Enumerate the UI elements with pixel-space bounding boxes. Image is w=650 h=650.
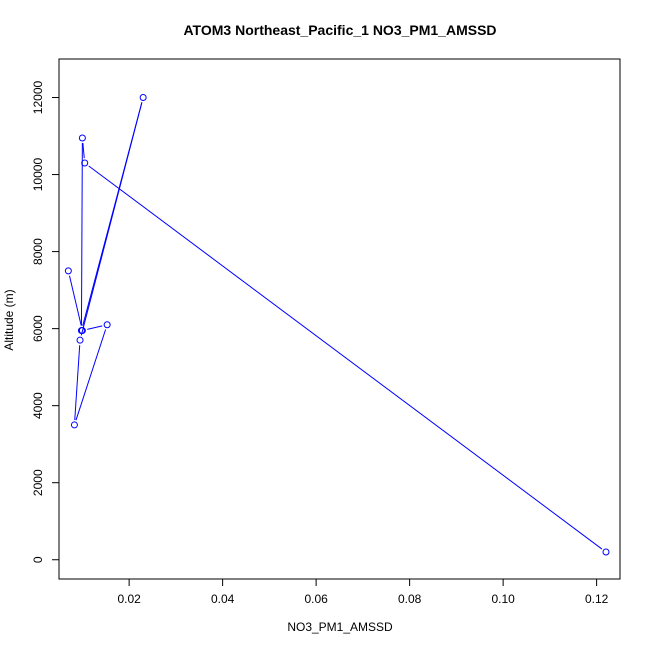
- series-line-segment: [88, 165, 603, 550]
- data-point: [70, 421, 78, 429]
- data-point: [103, 321, 111, 329]
- y-tick-label: 0: [31, 556, 45, 563]
- series-line-segment: [80, 102, 143, 336]
- series-lines: [69, 102, 603, 550]
- plot-frame: [58, 58, 621, 580]
- series-line-segment: [69, 275, 82, 326]
- data-point: [602, 548, 610, 556]
- x-tick-label: 0.10: [491, 592, 515, 606]
- x-tick-label: 0.04: [211, 592, 235, 606]
- series-points: [64, 94, 610, 556]
- series-line-segment: [87, 325, 103, 330]
- y-tick-label: 8000: [31, 238, 45, 265]
- x-tick-label: 0.06: [304, 592, 328, 606]
- data-point: [78, 327, 86, 335]
- chart-title: ATOM3 Northeast_Pacific_1 NO3_PM1_AMSSD: [183, 22, 496, 38]
- data-point: [76, 336, 84, 344]
- x-tick-label: 0.02: [117, 592, 141, 606]
- y-axis-label: Altitude (m): [2, 289, 16, 350]
- data-point: [81, 159, 89, 167]
- data-point: [78, 134, 86, 142]
- y-tick-label: 10000: [31, 158, 45, 192]
- y-tick-label: 2000: [31, 469, 45, 496]
- data-point: [64, 267, 72, 275]
- y-tick-label: 12000: [31, 81, 45, 115]
- y-tick-label: 4000: [31, 392, 45, 419]
- x-axis-label: NO3_PM1_AMSSD: [287, 620, 393, 634]
- y-axis: 0 2000 4000 6000 8000 10000 12000: [31, 81, 60, 563]
- x-tick-label: 0.12: [585, 592, 609, 606]
- series-line-segment: [82, 142, 85, 159]
- x-axis: 0.02 0.04 0.06 0.08 0.10 0.12: [117, 578, 609, 606]
- series-line-segment: [75, 329, 107, 421]
- data-point: [139, 94, 147, 102]
- series-line-segment: [80, 142, 83, 326]
- series-line-segment: [74, 345, 81, 420]
- y-tick-label: 6000: [31, 315, 45, 342]
- x-tick-label: 0.08: [398, 592, 422, 606]
